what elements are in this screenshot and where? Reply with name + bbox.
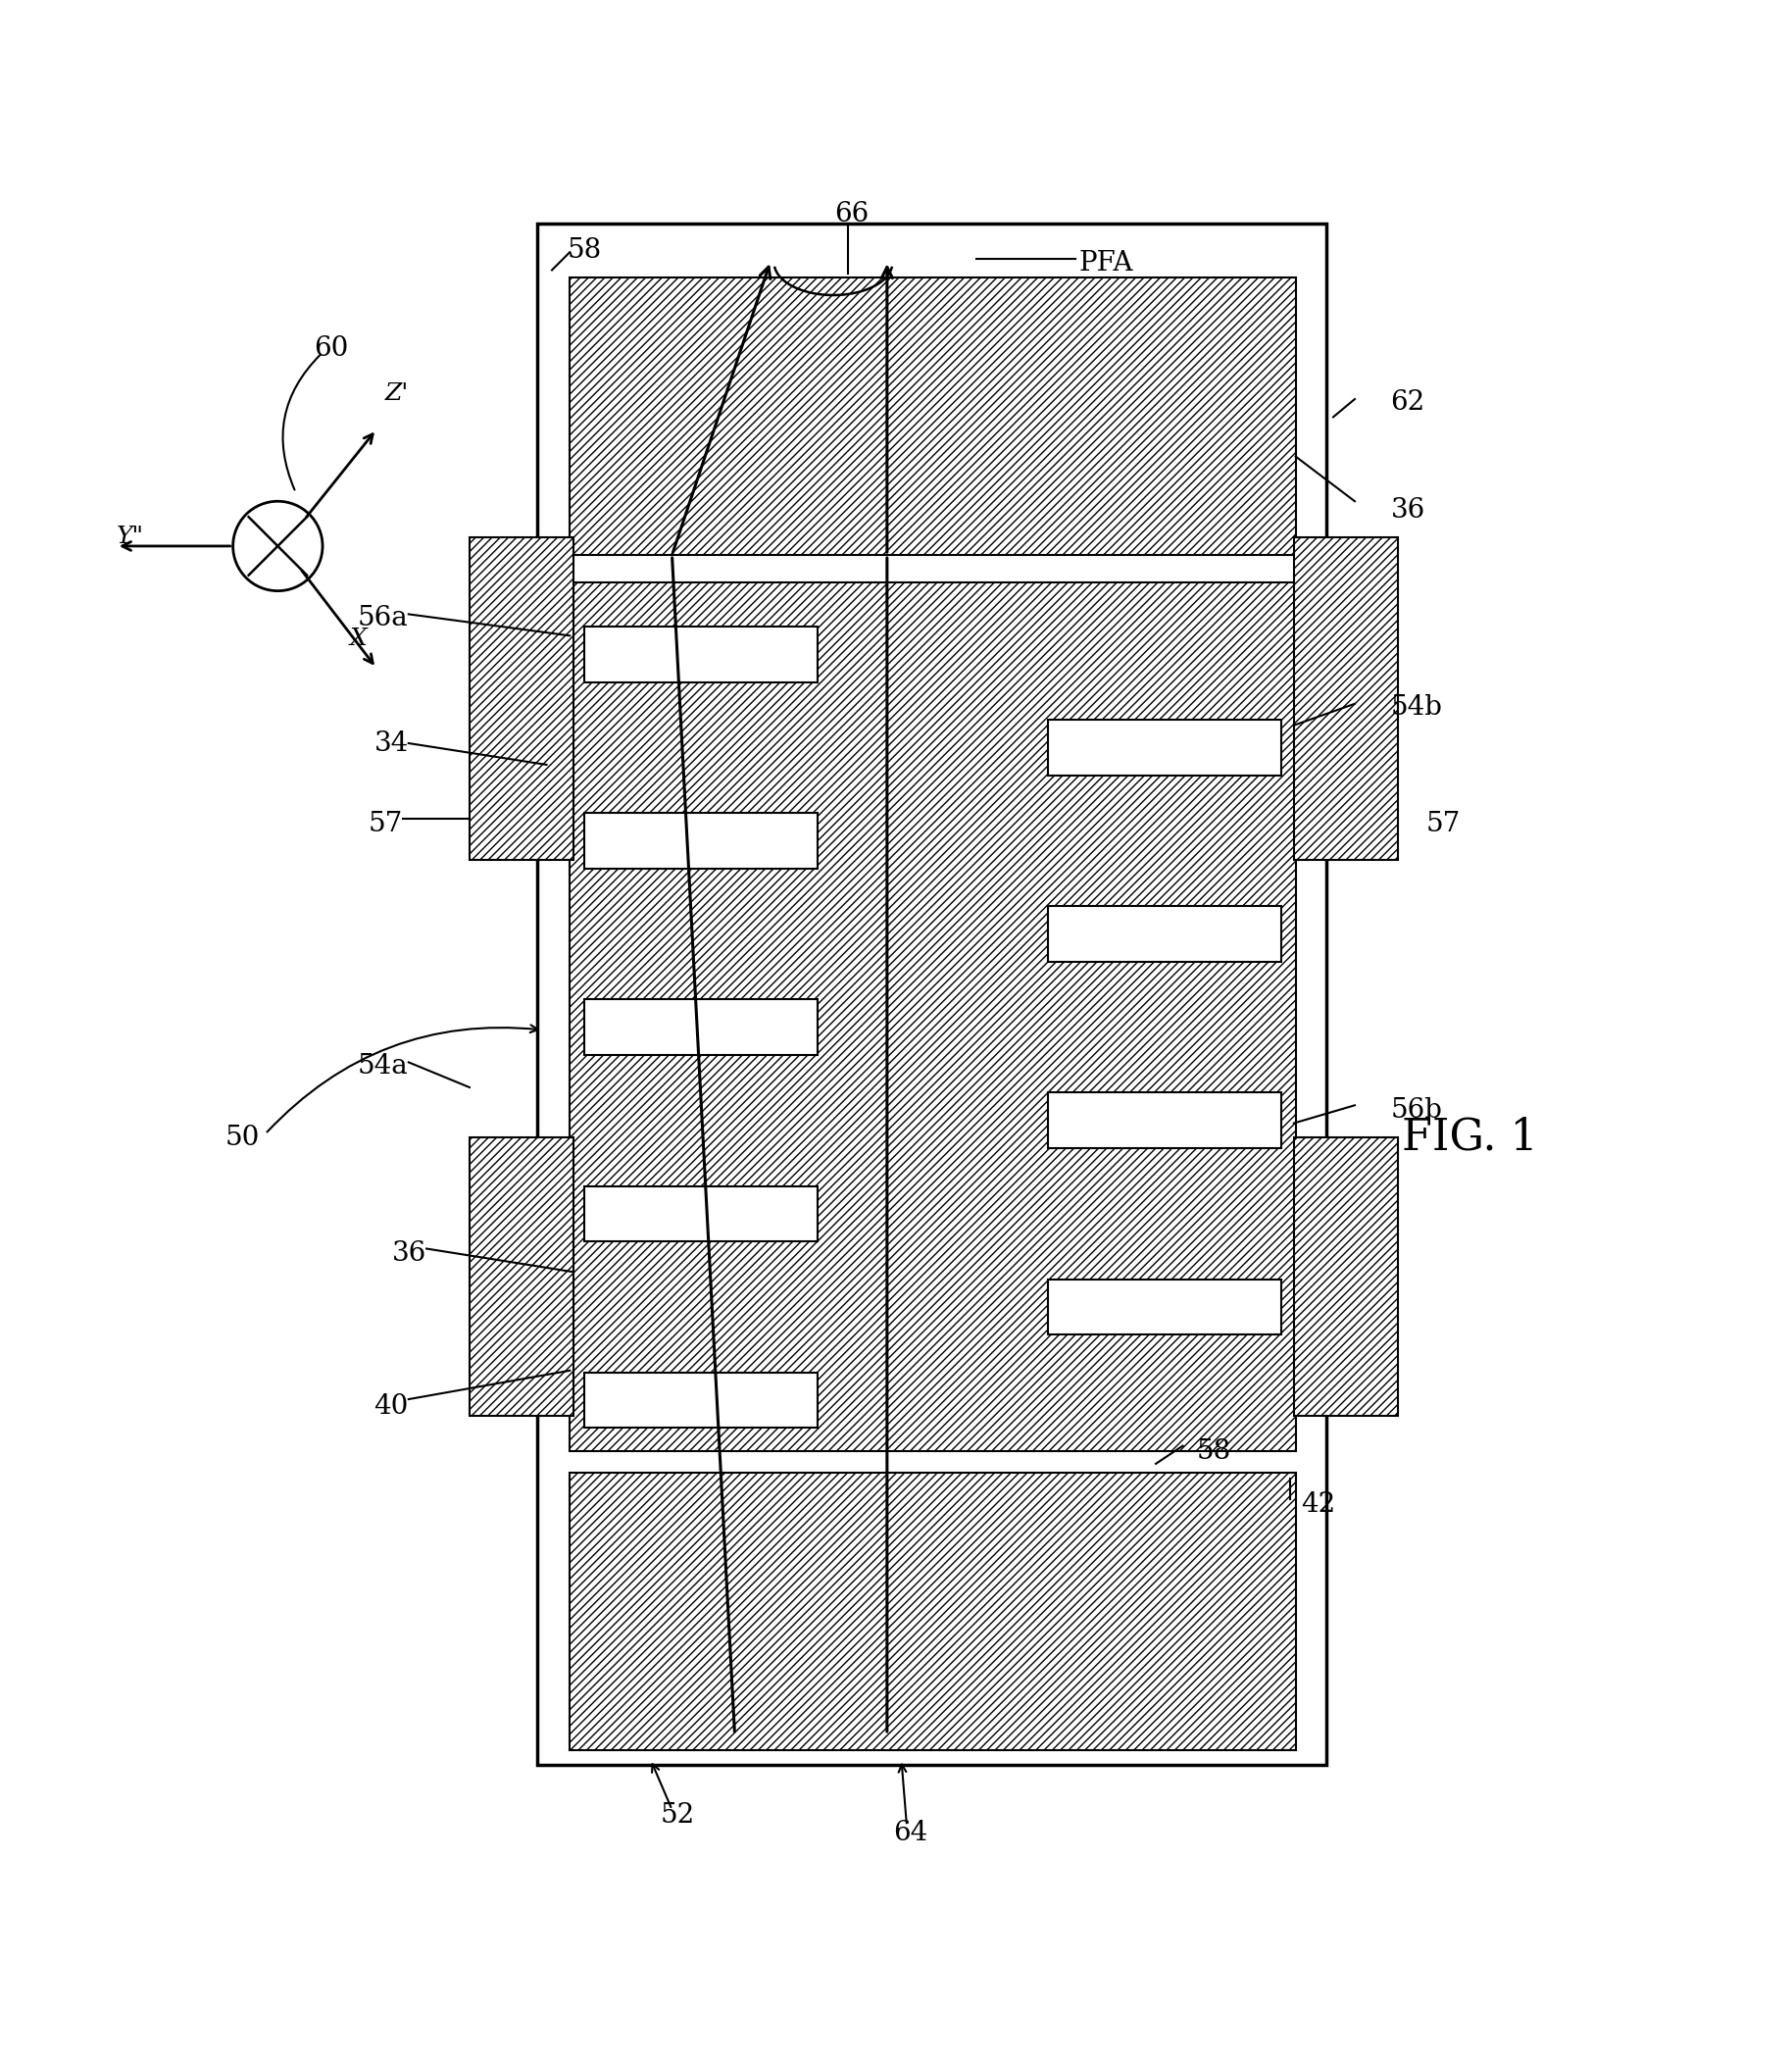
Bar xyxy=(1048,719,1281,775)
Bar xyxy=(584,1372,817,1428)
Text: 36: 36 xyxy=(1391,496,1425,523)
Text: 52: 52 xyxy=(659,1802,695,1829)
Text: X: X xyxy=(349,628,367,651)
Text: 62: 62 xyxy=(1391,389,1425,416)
Text: 36: 36 xyxy=(392,1240,426,1267)
Text: 64: 64 xyxy=(892,1819,928,1846)
Bar xyxy=(538,222,1326,1765)
Text: 40: 40 xyxy=(375,1393,409,1419)
Text: PFA: PFA xyxy=(1079,249,1133,276)
Bar xyxy=(1048,1279,1281,1335)
Text: 58: 58 xyxy=(1197,1438,1231,1465)
Text: 56b: 56b xyxy=(1391,1098,1443,1125)
Text: Z': Z' xyxy=(385,383,409,406)
Text: 60: 60 xyxy=(314,336,348,363)
Text: 54a: 54a xyxy=(358,1053,409,1079)
Text: 54b: 54b xyxy=(1391,694,1443,721)
Text: 57: 57 xyxy=(369,812,403,836)
Text: 56a: 56a xyxy=(358,604,409,630)
Text: 50: 50 xyxy=(226,1125,260,1152)
Bar xyxy=(1294,538,1398,859)
Bar xyxy=(1294,1137,1398,1415)
Bar xyxy=(470,538,573,859)
Bar xyxy=(584,814,817,869)
Text: 66: 66 xyxy=(833,202,869,229)
Bar xyxy=(1048,906,1281,962)
Bar xyxy=(570,581,1296,1450)
Text: 34: 34 xyxy=(375,729,409,756)
Text: 57: 57 xyxy=(1426,812,1460,836)
Text: FIG. 1: FIG. 1 xyxy=(1401,1117,1538,1158)
Bar xyxy=(570,1473,1296,1751)
Bar xyxy=(1048,1092,1281,1147)
Bar xyxy=(570,278,1296,554)
Text: Y": Y" xyxy=(116,525,143,548)
Text: 58: 58 xyxy=(566,237,602,264)
Bar xyxy=(584,1187,817,1242)
Bar xyxy=(584,999,817,1055)
Text: 42: 42 xyxy=(1301,1491,1335,1518)
Bar xyxy=(470,1137,573,1415)
Bar xyxy=(584,626,817,682)
